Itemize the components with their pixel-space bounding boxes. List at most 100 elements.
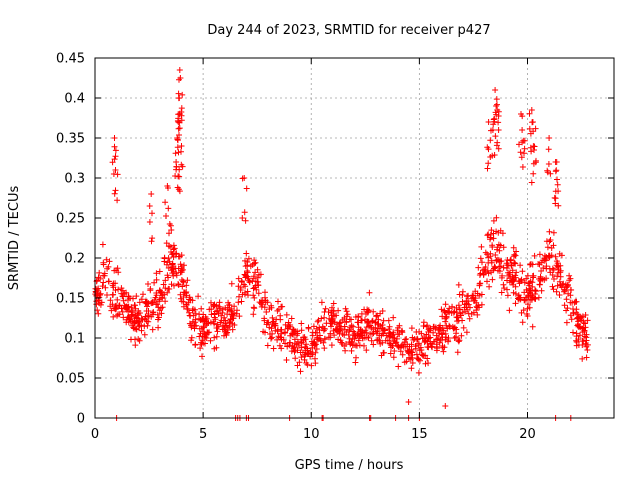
data-point	[162, 298, 169, 305]
data-point	[512, 283, 519, 290]
data-point	[162, 277, 169, 284]
data-point	[529, 283, 536, 290]
data-point	[485, 254, 492, 261]
data-point	[553, 288, 560, 295]
data-point	[175, 253, 182, 260]
data-point	[344, 311, 351, 318]
data-point	[323, 320, 330, 327]
data-point	[552, 253, 559, 260]
data-point	[489, 276, 496, 283]
data-point	[547, 237, 554, 243]
data-point	[395, 324, 401, 331]
data-point	[527, 130, 534, 137]
data-point	[275, 298, 281, 305]
data-point	[493, 111, 500, 118]
data-point	[493, 103, 500, 109]
data-point	[372, 319, 379, 326]
data-point	[426, 327, 433, 334]
data-point	[363, 334, 370, 341]
data-point	[581, 320, 588, 327]
data-point	[556, 250, 563, 257]
y-tick-label: 0	[77, 412, 85, 427]
data-point	[395, 363, 402, 370]
data-point	[550, 242, 557, 249]
data-point	[521, 145, 528, 152]
data-point	[519, 127, 526, 133]
data-point	[577, 315, 584, 321]
data-point	[146, 219, 153, 225]
data-point	[257, 271, 264, 278]
data-point	[169, 270, 176, 277]
data-point	[556, 278, 563, 285]
data-point	[224, 304, 231, 311]
data-point	[549, 283, 556, 290]
data-point	[529, 323, 536, 330]
data-point	[163, 213, 169, 219]
data-point	[132, 342, 139, 349]
y-tick-label: 0.1	[64, 332, 85, 347]
data-point	[134, 312, 141, 318]
data-point	[318, 299, 325, 306]
data-point	[150, 309, 157, 316]
data-point	[458, 332, 465, 339]
grid-lines	[95, 58, 614, 418]
data-point	[278, 334, 285, 341]
data-point	[437, 322, 444, 329]
data-point	[195, 293, 202, 300]
data-point	[290, 345, 297, 352]
data-point	[474, 311, 481, 318]
data-point	[251, 260, 258, 267]
data-point	[450, 325, 457, 332]
data-point	[148, 238, 155, 245]
data-point	[95, 274, 102, 281]
data-point	[139, 316, 146, 323]
data-point	[166, 258, 173, 265]
data-point	[250, 311, 257, 318]
data-point	[561, 286, 568, 293]
data-point	[551, 276, 557, 282]
data-point	[361, 342, 367, 349]
data-point	[423, 331, 430, 338]
data-point	[235, 275, 242, 282]
x-axis-label: GPS time / hours	[295, 458, 404, 473]
data-point	[456, 337, 463, 344]
x-tick-label: 10	[303, 427, 320, 442]
data-point	[261, 317, 268, 324]
data-point	[218, 317, 225, 324]
data-point	[111, 190, 118, 197]
data-point	[544, 167, 551, 174]
data-point	[491, 152, 498, 158]
data-point	[305, 324, 312, 331]
data-point	[442, 403, 449, 409]
data-point	[253, 286, 260, 293]
data-point	[216, 299, 223, 306]
data-point	[328, 342, 335, 349]
data-point	[476, 272, 483, 278]
data-point	[278, 345, 285, 352]
data-point	[274, 336, 281, 343]
data-point	[391, 348, 398, 354]
data-point	[408, 365, 415, 372]
data-point	[443, 314, 450, 321]
data-point	[187, 312, 194, 319]
data-point	[428, 343, 435, 350]
data-point	[175, 173, 182, 180]
data-point	[110, 280, 117, 287]
data-point	[379, 330, 386, 337]
data-point	[112, 147, 119, 154]
data-point	[379, 339, 386, 346]
data-point	[188, 324, 195, 331]
data-point	[356, 342, 363, 349]
data-point	[210, 303, 217, 310]
data-point	[159, 295, 166, 302]
data-point	[319, 323, 326, 330]
data-point	[545, 161, 552, 167]
data-point	[504, 277, 510, 284]
data-point	[153, 276, 160, 283]
data-point	[274, 307, 281, 314]
data-point	[477, 255, 484, 262]
data-point	[576, 323, 583, 330]
data-point	[342, 347, 349, 354]
data-point	[128, 312, 135, 319]
